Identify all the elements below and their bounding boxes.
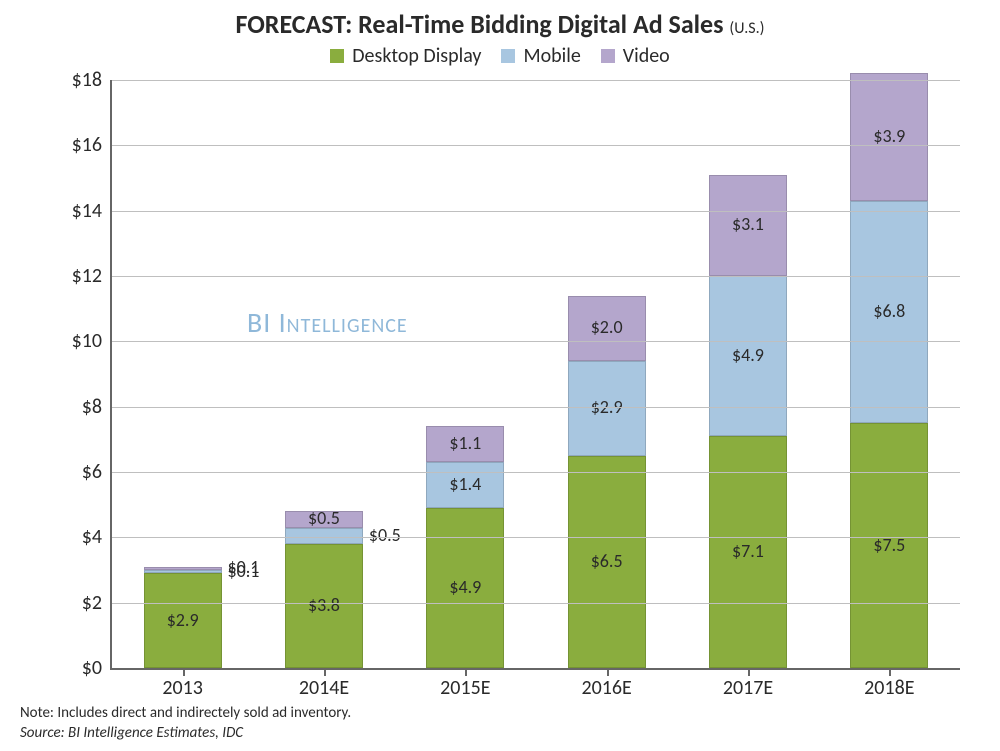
legend-label-mobile: Mobile — [523, 44, 580, 68]
x-tick-label: 2015E — [440, 668, 490, 700]
y-tick-label: $14 — [72, 199, 112, 223]
bar-value-label: $6.5 — [568, 550, 646, 572]
bars-layer: $2.9$0.1$0.1 $3.8 $0.5 $0.5 $4.9 $1.4 $1.1 $6.5… — [112, 80, 960, 668]
bar-value-label: $0.5 — [285, 507, 363, 529]
bar-value-label: $3.1 — [709, 213, 787, 235]
y-tick-label: $8 — [82, 395, 112, 419]
y-tick-label: $12 — [72, 264, 112, 288]
x-tick-label: 2017E — [723, 668, 773, 700]
grid-line — [112, 472, 960, 473]
bar-segment-mobile — [285, 528, 363, 544]
chart-title: FORECAST: Real-Time Bidding Digital Ad S… — [0, 8, 1000, 40]
chart-footer: Note: Includes direct and indirectely so… — [20, 704, 351, 743]
legend-swatch-video — [601, 49, 615, 63]
y-tick-label: $6 — [82, 460, 112, 484]
grid-line — [112, 80, 960, 81]
bar-segment-mobile — [144, 570, 222, 573]
bar-group: $7.5$6.8$3.9 — [850, 80, 928, 668]
y-tick-label: $2 — [82, 591, 112, 615]
grid-line — [112, 211, 960, 212]
grid-line — [112, 276, 960, 277]
legend-label-video: Video — [623, 44, 670, 68]
bar-value-label: $3.9 — [850, 125, 928, 147]
bar-value-label: $0.1 — [228, 556, 260, 578]
legend-swatch-mobile — [501, 49, 515, 63]
grid-line — [112, 145, 960, 146]
bar-value-label: $1.1 — [426, 432, 504, 454]
x-tick-label: 2013 — [162, 668, 203, 700]
legend-item-desktop: Desktop Display — [330, 44, 481, 68]
legend-item-video: Video — [601, 44, 670, 68]
bar-value-label: $4.9 — [709, 344, 787, 366]
chart-title-sub: (U.S.) — [729, 19, 764, 38]
bar-value-label: $6.8 — [850, 300, 928, 322]
grid-line — [112, 537, 960, 538]
bar-group: $4.9 $1.4 $1.1 — [426, 80, 504, 668]
legend-item-mobile: Mobile — [501, 44, 580, 68]
bar-value-label: $3.8 — [285, 594, 363, 616]
bar-value-label: $4.9 — [426, 576, 504, 598]
footer-source: Source: BI Intelligence Estimates, IDC — [20, 724, 351, 744]
y-tick-label: $18 — [72, 68, 112, 92]
legend-swatch-desktop — [330, 49, 344, 63]
bar-group: $2.9$0.1$0.1 — [144, 80, 222, 668]
bar-segment-video — [144, 567, 222, 570]
bar-value-label: $7.1 — [709, 540, 787, 562]
bar-group: $6.5$2.9$2.0 — [568, 80, 646, 668]
x-tick-label: 2014E — [299, 668, 349, 700]
bar-group: $7.1 $4.9 $3.1 — [709, 80, 787, 668]
grid-line — [112, 341, 960, 342]
bar-value-label: $2.9 — [144, 609, 222, 631]
bar-value-label: $0.5 — [369, 524, 401, 546]
grid-line — [112, 407, 960, 408]
footer-note: Note: Includes direct and indirectely so… — [20, 704, 351, 724]
bar-group: $3.8$0.5$0.5 — [285, 80, 363, 668]
y-tick-label: $16 — [72, 133, 112, 157]
plot-area: BI Intelligence $2.9$0.1$0.1$3.8$0.5$0.5… — [110, 80, 960, 670]
bar-value-label: $2.0 — [568, 316, 646, 338]
chart-title-main: FORECAST: Real-Time Bidding Digital Ad S… — [235, 8, 729, 40]
legend-label-desktop: Desktop Display — [352, 44, 481, 68]
x-tick-label: 2018E — [864, 668, 914, 700]
y-tick-label: $10 — [72, 329, 112, 353]
y-tick-label: $0 — [82, 656, 112, 680]
bar-value-label: $1.4 — [426, 473, 504, 495]
grid-line — [112, 603, 960, 604]
chart-legend: Desktop Display Mobile Video — [0, 44, 1000, 69]
y-tick-label: $4 — [82, 525, 112, 549]
chart-container: FORECAST: Real-Time Bidding Digital Ad S… — [0, 0, 1000, 751]
x-tick-label: 2016E — [582, 668, 632, 700]
